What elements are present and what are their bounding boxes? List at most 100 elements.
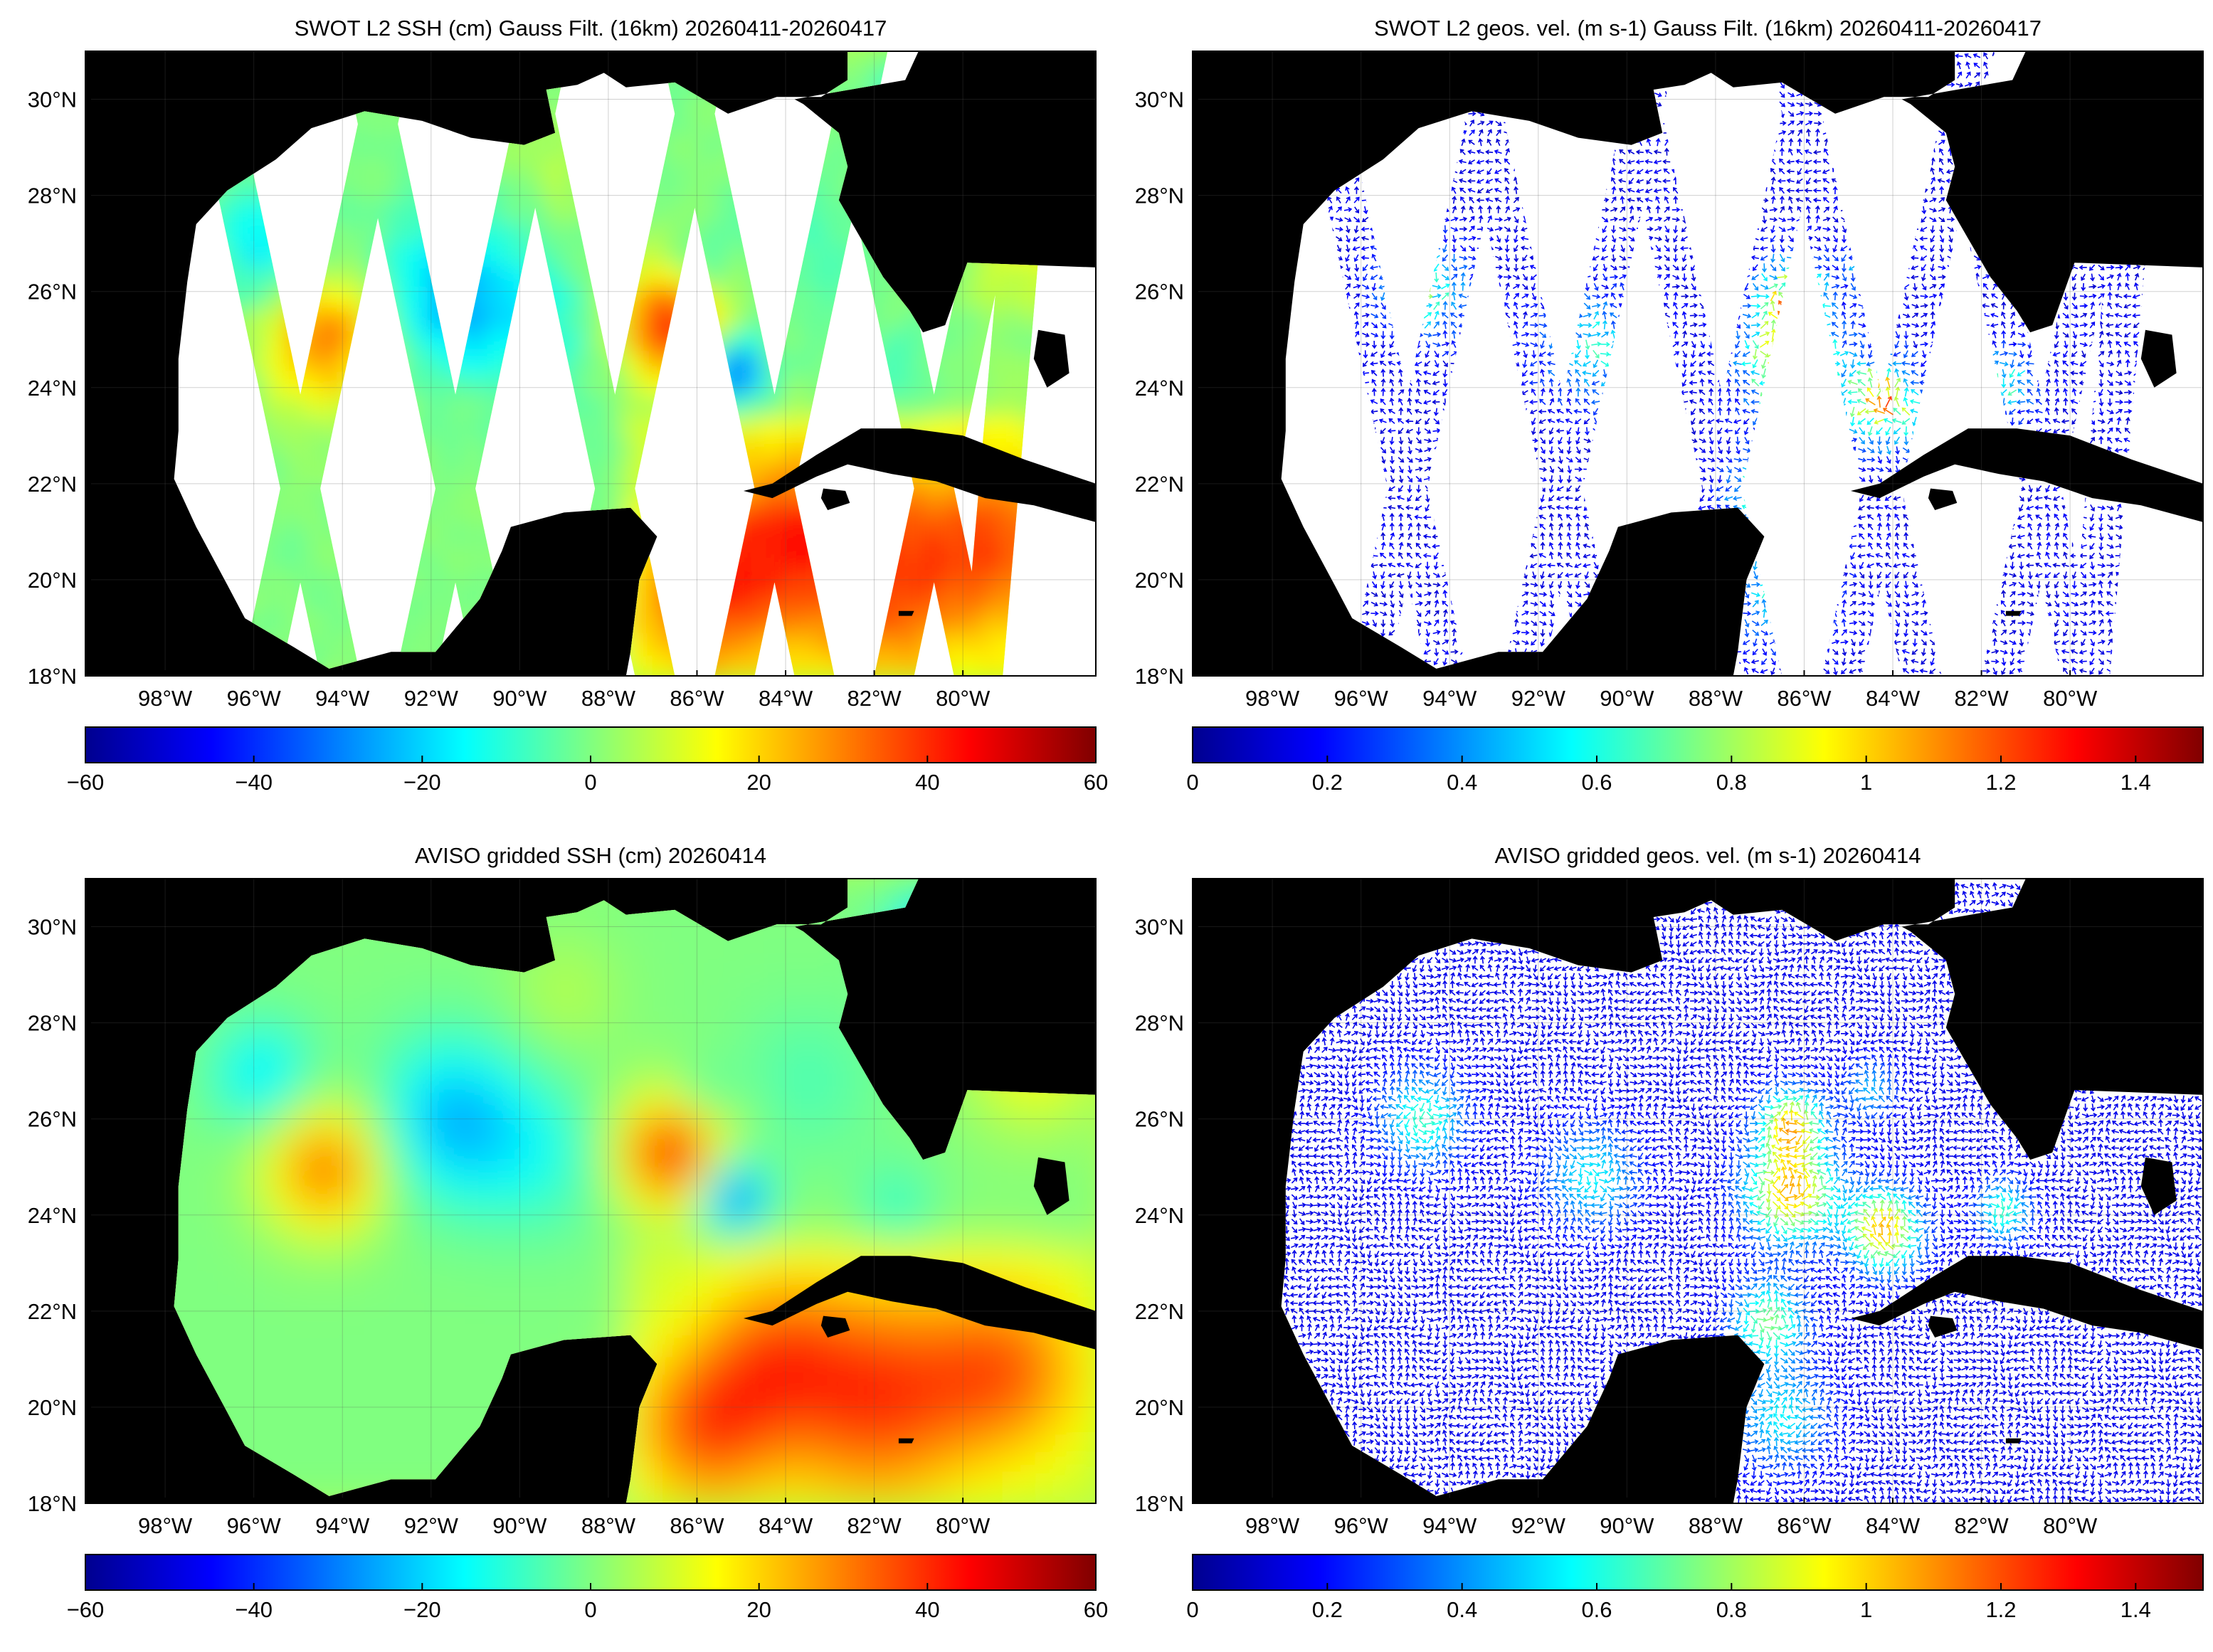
lon-tick-label: 82°W (1955, 1513, 2009, 1538)
lat-tick-label: 20°N (1135, 1395, 1184, 1420)
lon-tick-label: 92°W (1511, 686, 1566, 711)
lat-tick-label: 26°N (1135, 1107, 1184, 1132)
lon-tick-label: 88°W (581, 686, 636, 711)
gridlines (1193, 51, 2203, 676)
colorbar-tick-label: 0 (1186, 770, 1198, 795)
lon-tick-label: 86°W (1777, 1513, 1832, 1538)
colorbar-tick-label: 1.4 (2120, 770, 2151, 795)
colorbar-tick-label: −60 (67, 770, 105, 795)
colorbar-gradient (1192, 1554, 2204, 1591)
lon-tick-labels: 98°W 96°W 94°W 92°W 90°W 88°W 86°W 84°W 82°W 80°W (1245, 1498, 2098, 1538)
map-area (1192, 878, 2204, 1504)
lat-tick-label: 24°N (28, 376, 77, 401)
lat-tick-label: 24°N (1135, 1203, 1184, 1228)
lon-tick-label: 86°W (670, 1513, 724, 1538)
lat-tick-label: 20°N (28, 1395, 77, 1420)
lon-tick-label: 86°W (670, 686, 724, 711)
map-frame (85, 878, 1097, 1504)
colorbar-gradient (1192, 726, 2204, 763)
lat-tick-label: 30°N (1135, 915, 1184, 940)
lon-tick-labels: 98°W 96°W 94°W 92°W 90°W 88°W 86°W 84°W 82°W 80°W (138, 670, 991, 711)
colorbar-tick-label: −20 (403, 770, 441, 795)
lon-tick-label: 90°W (492, 686, 547, 711)
map-frame (1192, 51, 2204, 677)
lon-tick-label: 88°W (1689, 1513, 1743, 1538)
colorbar-tick-label: 40 (915, 770, 939, 795)
lon-tick-label: 80°W (2043, 686, 2098, 711)
lat-tick-labels: 30°N 28°N 26°N 24°N 22°N 20°N 18°N (1135, 915, 1198, 1516)
colorbar-tick-label: 0.8 (1716, 770, 1747, 795)
lon-tick-label: 90°W (1600, 686, 1654, 711)
lon-tick-label: 98°W (1245, 686, 1300, 711)
map-frame (85, 51, 1097, 677)
colorbar-tick-label: 0 (584, 770, 596, 795)
lon-tick-label: 96°W (227, 1513, 282, 1538)
lon-tick-label: 80°W (2043, 1513, 2098, 1538)
lat-tick-label: 18°N (28, 664, 77, 689)
lon-tick-label: 94°W (1422, 1513, 1477, 1538)
colorbar: −60 −40 −20 0 20 40 60 (67, 726, 1108, 795)
lon-tick-labels: 98°W 96°W 94°W 92°W 90°W 88°W 86°W 84°W 82°W 80°W (138, 1498, 991, 1538)
colorbar-tick-label: 0.4 (1447, 770, 1477, 795)
colorbar-tick-label: 0.4 (1447, 1597, 1477, 1622)
lon-tick-label: 96°W (1334, 686, 1389, 711)
colorbar-tick-label: 60 (1084, 1597, 1108, 1622)
lat-tick-label: 22°N (1135, 472, 1184, 497)
colorbar-tick-label: 1.2 (1985, 1597, 2016, 1622)
colorbar-tick-label: 1.2 (1985, 770, 2016, 795)
colorbar-tick-label: 0 (584, 1597, 596, 1622)
colorbar-tick-label: 0.6 (1581, 770, 1612, 795)
gridlines (1193, 879, 2203, 1503)
lat-tick-label: 30°N (1135, 88, 1184, 112)
map-frame (1192, 878, 2204, 1504)
lon-tick-labels: 98°W 96°W 94°W 92°W 90°W 88°W 86°W 84°W 82°W 80°W (1245, 670, 2098, 711)
lon-tick-label: 84°W (1866, 686, 1921, 711)
colorbar-tick-label: 1 (1860, 770, 1872, 795)
lat-tick-label: 18°N (1135, 664, 1184, 689)
lon-tick-label: 84°W (759, 686, 813, 711)
lat-tick-labels: 30°N 28°N 26°N 24°N 22°N 20°N 18°N (28, 915, 91, 1516)
lon-tick-label: 82°W (847, 686, 902, 711)
colorbar-tick-label: 0.2 (1312, 770, 1343, 795)
lon-tick-label: 94°W (315, 686, 370, 711)
lat-tick-label: 24°N (28, 1203, 77, 1228)
panel-aviso-velocity: AVISO gridded geos. vel. (m s-1) 2026041… (1135, 843, 2204, 1622)
lon-tick-label: 96°W (227, 686, 282, 711)
lat-tick-label: 28°N (28, 1011, 77, 1036)
lon-tick-label: 92°W (404, 1513, 459, 1538)
colorbar-tick-label: 1 (1860, 1597, 1872, 1622)
lon-tick-label: 80°W (936, 686, 991, 711)
lat-tick-label: 18°N (1135, 1491, 1184, 1516)
lon-tick-label: 92°W (404, 686, 459, 711)
lat-tick-label: 24°N (1135, 376, 1184, 401)
map-area (1192, 51, 2204, 677)
lon-tick-label: 98°W (138, 1513, 193, 1538)
panel-swot-velocity: SWOT L2 geos. vel. (m s-1) Gauss Filt. (… (1135, 16, 2204, 795)
lon-tick-label: 90°W (492, 1513, 547, 1538)
lat-tick-label: 28°N (1135, 184, 1184, 208)
panel-aviso-ssh: AVISO gridded SSH (cm) 20260414 30°N 28°N… (28, 843, 1109, 1622)
lon-tick-label: 92°W (1511, 1513, 1566, 1538)
land-masses (743, 329, 1096, 616)
colorbar-tick-label: 60 (1084, 770, 1108, 795)
colorbar-tick-label: 0.8 (1716, 1597, 1747, 1622)
lon-tick-label: 80°W (936, 1513, 991, 1538)
lat-tick-labels: 30°N 28°N 26°N 24°N 22°N 20°N 18°N (1135, 88, 1198, 689)
colorbar-tick-label: −40 (235, 1597, 273, 1622)
land-masses (1850, 329, 2203, 616)
colorbar-tick-label: 0.2 (1312, 1597, 1343, 1622)
colorbar-tick-label: 20 (746, 770, 771, 795)
map-area (85, 878, 1097, 1504)
colorbar-tick-label: 0 (1186, 1597, 1198, 1622)
panel-title: AVISO gridded SSH (cm) 20260414 (415, 843, 766, 868)
lat-tick-label: 28°N (1135, 1011, 1184, 1036)
gridlines (85, 879, 1096, 1503)
lat-tick-label: 28°N (28, 184, 77, 208)
lat-tick-label: 22°N (28, 1299, 77, 1324)
panel-title: SWOT L2 SSH (cm) Gauss Filt. (16km) 2026… (295, 16, 887, 41)
lon-tick-label: 82°W (1955, 686, 2009, 711)
lon-tick-label: 84°W (1866, 1513, 1921, 1538)
lat-tick-label: 22°N (1135, 1299, 1184, 1324)
colorbar-tick-label: −20 (403, 1597, 441, 1622)
